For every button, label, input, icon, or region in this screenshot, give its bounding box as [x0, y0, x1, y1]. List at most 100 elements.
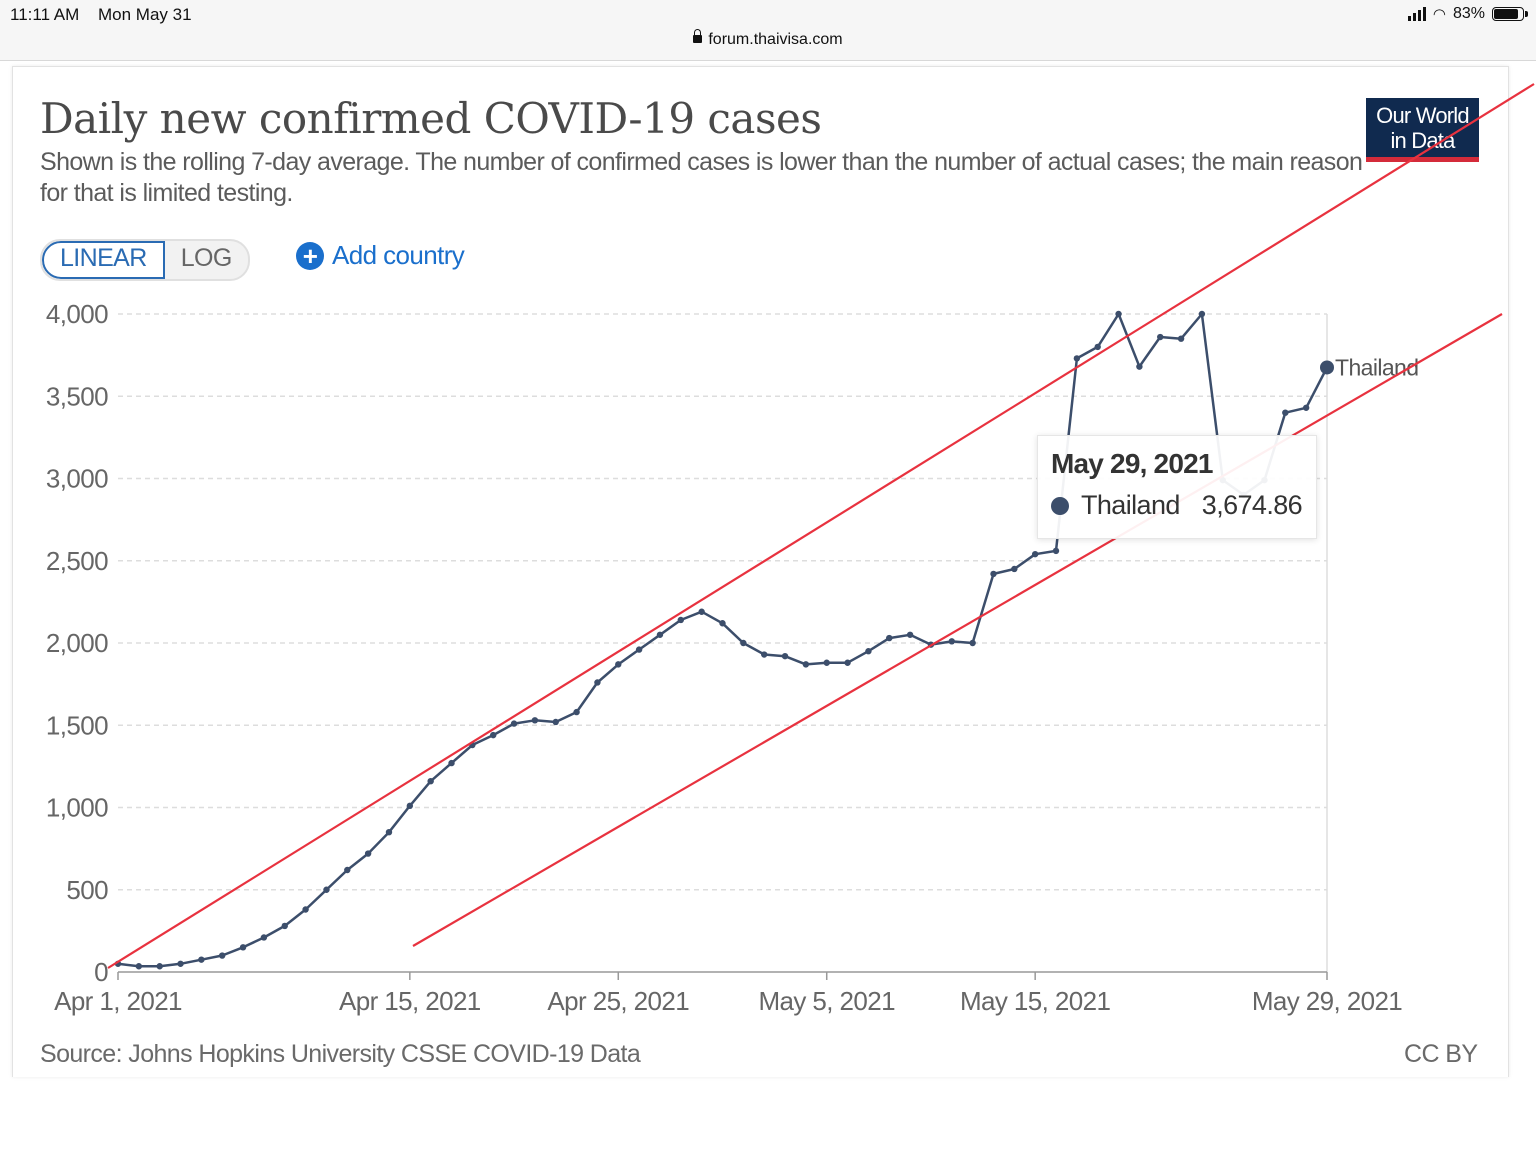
y-tick-label: 1,500	[46, 710, 108, 740]
series-line-thailand	[117, 312, 1329, 968]
data-point	[1136, 363, 1143, 370]
data-point	[1320, 360, 1334, 375]
data-point	[219, 952, 226, 959]
data-point	[385, 828, 393, 836]
source-note[interactable]: Source: Johns Hopkins University CSSE CO…	[40, 1040, 641, 1068]
x-tick-label: May 29, 2021	[1252, 986, 1402, 1016]
data-point	[802, 661, 810, 668]
y-tick-label: 0	[94, 957, 108, 987]
tooltip-series: Thailand	[1081, 490, 1180, 520]
battery-percent: 83%	[1452, 5, 1485, 22]
data-point	[531, 717, 539, 724]
data-point	[1073, 355, 1081, 362]
tooltip-row: Thailand 3,674.86	[1051, 490, 1303, 521]
data-point	[573, 708, 580, 716]
x-tick-label: Apr 15, 2021	[339, 986, 481, 1016]
data-point	[510, 720, 518, 727]
data-point	[427, 777, 434, 785]
signal-icon	[1407, 7, 1426, 21]
data-point	[448, 759, 455, 767]
data-point	[760, 651, 768, 658]
data-point	[1198, 310, 1206, 318]
data-point	[719, 620, 726, 627]
data-point	[844, 659, 851, 666]
system-icons: ◠ 83%	[1407, 5, 1528, 23]
data-point	[865, 648, 872, 655]
status-bar: 11:11 AM Mon May 31 forum.thaivisa.com ◠…	[0, 0, 1536, 61]
data-point	[177, 960, 184, 967]
data-point	[1282, 409, 1289, 416]
data-point	[135, 963, 143, 970]
data-point	[823, 659, 830, 666]
data-point	[948, 638, 955, 645]
data-point	[344, 866, 351, 874]
status-date: Mon May 31	[98, 5, 192, 24]
data-point	[281, 922, 288, 930]
data-point	[1157, 333, 1164, 341]
scale-toggle: LINEAR LOG	[40, 239, 250, 281]
tooltip-value: 3,674.86	[1201, 490, 1303, 520]
data-point	[323, 886, 330, 893]
data-point	[615, 661, 622, 668]
data-point	[1011, 565, 1018, 573]
data-point	[260, 934, 268, 941]
chart-title: Daily new confirmed COVID-19 cases	[40, 94, 822, 143]
data-point	[906, 631, 914, 638]
data-point	[552, 718, 559, 726]
log-button[interactable]: LOG	[180, 244, 233, 272]
y-tick-label: 2,000	[46, 628, 108, 658]
data-point	[740, 639, 747, 647]
x-tick-label: May 5, 2021	[758, 986, 895, 1016]
x-tick-label: Apr 25, 2021	[547, 986, 689, 1016]
series-marker-icon	[1051, 496, 1069, 515]
owid-logo[interactable]: Our World in Data	[1366, 98, 1479, 162]
license-link[interactable]: CC BY	[1404, 1040, 1478, 1068]
data-point	[1302, 404, 1310, 411]
data-point	[198, 956, 205, 963]
data-point	[156, 963, 163, 970]
data-point	[1031, 550, 1039, 558]
chart-subtitle: Shown is the rolling 7-day average. The …	[40, 148, 1363, 207]
y-tick-label: 4,000	[46, 299, 108, 329]
linear-button[interactable]: LINEAR	[42, 241, 165, 279]
data-point	[406, 802, 414, 810]
data-point	[969, 639, 976, 647]
chart-tooltip: May 29, 2021 Thailand 3,674.86	[1037, 435, 1317, 539]
y-tick-label: 3,500	[46, 381, 108, 411]
lock-icon	[693, 29, 703, 43]
data-point	[781, 652, 789, 660]
annotation-lower-line	[412, 313, 1503, 947]
x-tick-label: May 15, 2021	[960, 986, 1110, 1016]
series-end-label: Thailand	[1335, 354, 1418, 380]
y-tick-label: 1,000	[46, 793, 108, 823]
data-point	[698, 608, 705, 615]
data-point	[886, 634, 893, 642]
data-point	[364, 850, 372, 857]
data-point	[656, 631, 664, 638]
data-point	[1115, 310, 1122, 318]
address-bar[interactable]: forum.thaivisa.com	[0, 29, 1536, 49]
add-country-label: Add country	[332, 240, 465, 270]
tooltip-date: May 29, 2021	[1051, 448, 1213, 479]
wifi-icon: ◠	[1432, 6, 1446, 23]
data-point	[677, 616, 685, 624]
data-point	[1052, 547, 1060, 555]
data-point	[490, 731, 497, 739]
y-tick-label: 2,500	[46, 546, 108, 576]
x-tick-label: Apr 1, 2021	[54, 986, 182, 1016]
y-tick-label: 500	[66, 875, 108, 905]
url-text: forum.thaivisa.com	[708, 31, 843, 48]
data-point	[635, 646, 643, 653]
data-point	[594, 679, 601, 686]
add-country-button[interactable]: + Add country	[296, 240, 465, 271]
chart-card	[12, 66, 1509, 1077]
annotation-upper-line	[107, 83, 1535, 969]
status-time: 11:11 AM	[10, 5, 80, 24]
battery-icon	[1492, 7, 1528, 21]
logo-line-1: Our World	[1376, 103, 1469, 128]
data-point	[1094, 343, 1101, 351]
y-tick-label: 3,000	[46, 464, 108, 494]
data-point	[239, 944, 247, 951]
data-point	[302, 906, 309, 913]
